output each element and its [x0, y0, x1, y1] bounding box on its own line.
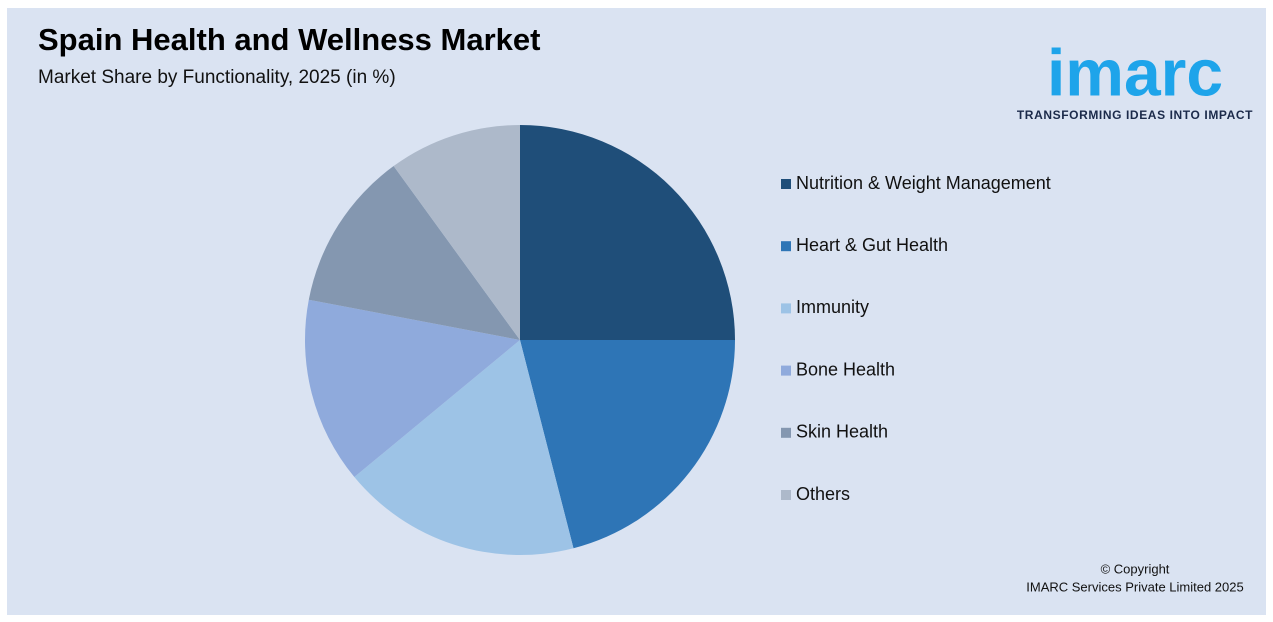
legend-swatch: [781, 241, 791, 252]
pie-slice: [354, 340, 574, 555]
legend-swatch: [781, 179, 791, 189]
pie-slice: [520, 125, 735, 340]
legend-label: Others: [796, 484, 850, 504]
pie-slice: [305, 299, 520, 478]
legend-label: Bone Health: [796, 359, 895, 379]
legend-swatch: [781, 427, 791, 438]
legend-label: Nutrition & Weight Management: [796, 173, 1051, 193]
legend-label: Heart & Gut Health: [796, 235, 948, 255]
logo: imarc: [1047, 35, 1223, 109]
copyright: IMARC Services Private Limited 2025: [1026, 579, 1243, 594]
legend-swatch: [781, 490, 791, 500]
legend-label: Skin Health: [796, 422, 888, 442]
pie: [305, 125, 735, 555]
legend: Nutrition & Weight Management Heart & Gut…: [781, 173, 1051, 504]
legend-swatch: [781, 365, 791, 376]
pie-slice: [308, 166, 520, 340]
copyright: © Copyright: [1101, 561, 1170, 576]
chart-subtitle: Market Share by Functionality, 2025 (in …: [38, 67, 396, 88]
chart-title: Spain Health and Wellness Market: [38, 22, 540, 57]
logo-tagline: TRANSFORMING IDEAS INTO IMPACT: [1017, 108, 1253, 122]
legend-label: Immunity: [796, 297, 869, 317]
pie-slice: [520, 340, 735, 549]
pie-slice: [393, 125, 520, 340]
legend-swatch: [781, 303, 791, 314]
